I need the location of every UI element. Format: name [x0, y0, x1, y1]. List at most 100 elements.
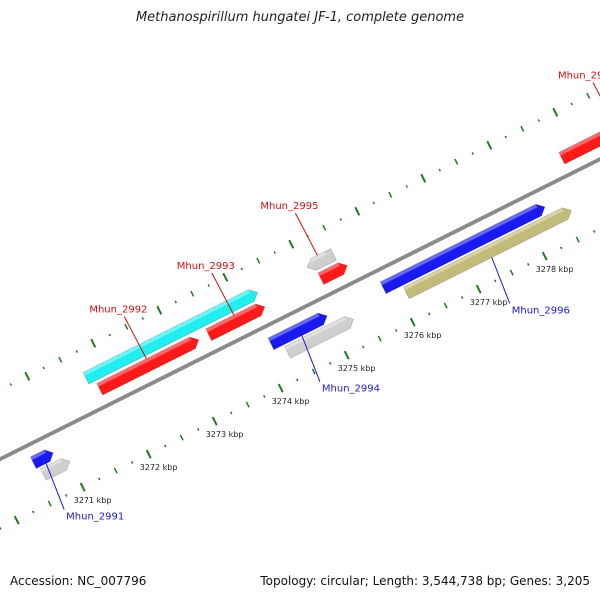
minor-tick	[65, 493, 68, 497]
gene-body[interactable]	[96, 334, 202, 396]
gene-body[interactable]	[558, 96, 600, 165]
genes	[30, 96, 600, 481]
minor-tick	[47, 500, 52, 507]
mhun_2993-gene[interactable]	[205, 301, 268, 341]
gene-body[interactable]	[82, 287, 260, 385]
minor-tick	[131, 460, 134, 464]
gene-label-leader	[211, 272, 235, 316]
major-tick	[211, 416, 218, 426]
minor-tick	[388, 191, 393, 198]
minor-tick	[311, 368, 316, 375]
mhun_2996-gene[interactable]	[403, 205, 574, 300]
minor-tick	[575, 236, 580, 243]
gene-label[interactable]: Mhun_2997	[558, 70, 600, 81]
gene-body[interactable]	[30, 447, 56, 469]
gene-body[interactable]	[40, 455, 72, 481]
major-tick	[552, 107, 559, 117]
minor-tick	[113, 467, 118, 474]
track-dots	[0, 92, 596, 530]
gene-highlight	[284, 316, 346, 350]
cyan-gene[interactable]	[82, 287, 260, 385]
minor-tick	[240, 267, 243, 271]
minor-tick	[362, 345, 365, 349]
minor-tick	[438, 168, 441, 172]
gene-highlight	[304, 251, 326, 265]
major-tick	[145, 449, 152, 459]
minor-tick	[428, 312, 431, 316]
gene-label[interactable]: Mhun_2991	[66, 512, 124, 523]
minor-tick	[9, 383, 12, 386]
major-tick	[541, 251, 548, 261]
gene-body[interactable]	[304, 248, 337, 274]
major-tick	[354, 206, 361, 216]
gene-label-leader	[123, 316, 147, 359]
minor-tick	[593, 229, 596, 233]
minor-tick	[197, 427, 200, 431]
red-gene[interactable]	[317, 260, 350, 285]
map-title: Methanospirillum hungatei JF-1, complete…	[135, 10, 465, 25]
gene-body[interactable]	[205, 301, 268, 341]
minor-tick	[108, 333, 111, 337]
mhun_2991-gene[interactable]	[30, 447, 56, 469]
gene-body[interactable]	[403, 205, 574, 300]
minor-tick	[174, 300, 177, 304]
gene-highlight	[205, 304, 258, 333]
gray-gene[interactable]	[284, 314, 357, 359]
backbone-group	[0, 156, 600, 462]
mhun_2994-gene[interactable]	[267, 310, 330, 351]
mhun_2997-gene[interactable]	[558, 96, 600, 165]
minor-tick	[42, 366, 45, 370]
major-tick	[343, 350, 350, 360]
kbp-tick-label: 3273 kbp	[206, 430, 244, 439]
major-tick	[486, 140, 493, 150]
minor-tick	[520, 125, 525, 132]
kbp-tick-label: 3274 kbp	[272, 397, 310, 406]
major-tick	[79, 482, 86, 492]
kbp-tick-label: 3275 kbp	[338, 364, 376, 373]
major-tick	[222, 272, 229, 282]
minor-tick	[245, 401, 250, 408]
minor-tick	[560, 246, 563, 250]
kbp-tick-label: 3277 kbp	[470, 298, 508, 307]
minor-tick	[570, 102, 573, 106]
major-tick	[475, 284, 482, 294]
gray-gene[interactable]	[40, 455, 72, 481]
kbp-tick-label: 3272 kbp	[140, 463, 178, 472]
mhun_2995-gene[interactable]	[304, 248, 337, 274]
minor-tick	[586, 92, 591, 99]
gene-body[interactable]	[284, 314, 357, 359]
gene-highlight	[96, 337, 192, 387]
kbp-tick-label: 3278 kbp	[536, 265, 574, 274]
minor-tick	[527, 262, 530, 266]
minor-tick	[263, 394, 266, 398]
gene-label[interactable]: Mhun_2996	[512, 305, 570, 316]
gene-body[interactable]	[317, 260, 350, 285]
gene-highlight	[40, 458, 63, 472]
gene-label-leader	[45, 463, 65, 510]
minor-tick	[256, 257, 261, 264]
gene-label[interactable]: Mhun_2992	[89, 305, 147, 316]
gene-body[interactable]	[267, 310, 330, 351]
minor-tick	[461, 295, 464, 299]
gene-highlight	[317, 262, 340, 276]
minor-tick	[537, 119, 540, 122]
minor-tick	[179, 434, 184, 441]
mhun_2992-gene[interactable]	[96, 334, 202, 396]
labels: 3271 kbp 3272 kbp 3273 kbp 3274 kbp 3275 kbp…	[45, 70, 600, 523]
gene-label[interactable]: Mhun_2993	[177, 261, 235, 272]
minor-tick	[207, 284, 210, 287]
major-tick	[90, 338, 97, 348]
gene-label-leader	[592, 82, 600, 97]
kbp-tick-label: 3271 kbp	[74, 496, 112, 505]
gene-highlight	[83, 289, 250, 376]
gene-label[interactable]: Mhun_2995	[260, 201, 318, 212]
gene-label[interactable]: Mhun_2994	[322, 384, 380, 395]
major-tick	[420, 173, 427, 183]
genome-summary-text: Topology: circular; Length: 3,544,738 bp…	[260, 574, 590, 588]
minor-tick	[322, 224, 327, 231]
gene-body[interactable]	[379, 201, 548, 294]
blue-gene[interactable]	[379, 201, 548, 294]
major-tick	[24, 371, 31, 381]
